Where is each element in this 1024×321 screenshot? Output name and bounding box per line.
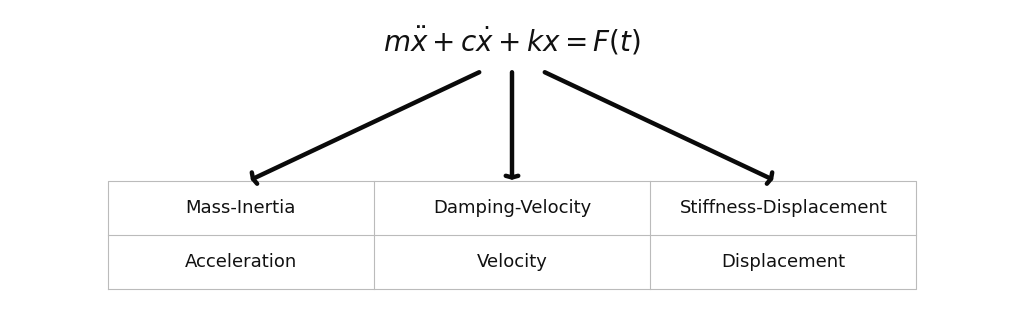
Text: Stiffness-Displacement: Stiffness-Displacement [679,199,888,217]
Text: Acceleration: Acceleration [184,253,297,271]
Text: $m\ddot{x} + c\dot{x} + kx = F(t)$: $m\ddot{x} + c\dot{x} + kx = F(t)$ [383,26,641,58]
Text: Mass-Inertia: Mass-Inertia [185,199,296,217]
Text: Displacement: Displacement [721,253,846,271]
Text: Damping-Velocity: Damping-Velocity [433,199,591,217]
Text: Velocity: Velocity [476,253,548,271]
